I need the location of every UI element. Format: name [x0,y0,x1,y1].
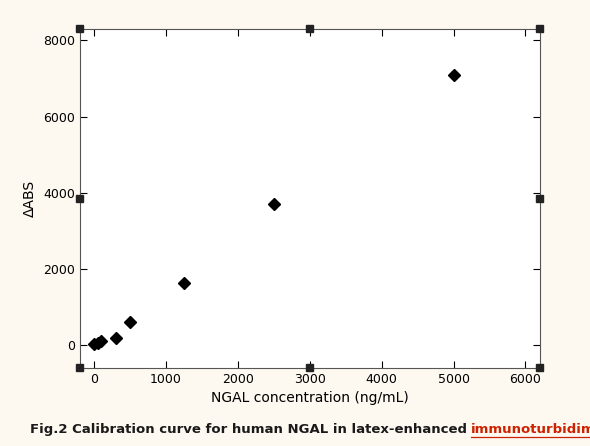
Y-axis label: ΔABS: ΔABS [23,180,37,217]
Text: immunoturbidimetric: immunoturbidimetric [471,423,590,436]
X-axis label: NGAL concentration (ng/mL): NGAL concentration (ng/mL) [211,392,409,405]
Text: Fig.2 Calibration curve for human NGAL in latex-enhanced: Fig.2 Calibration curve for human NGAL i… [30,423,471,436]
